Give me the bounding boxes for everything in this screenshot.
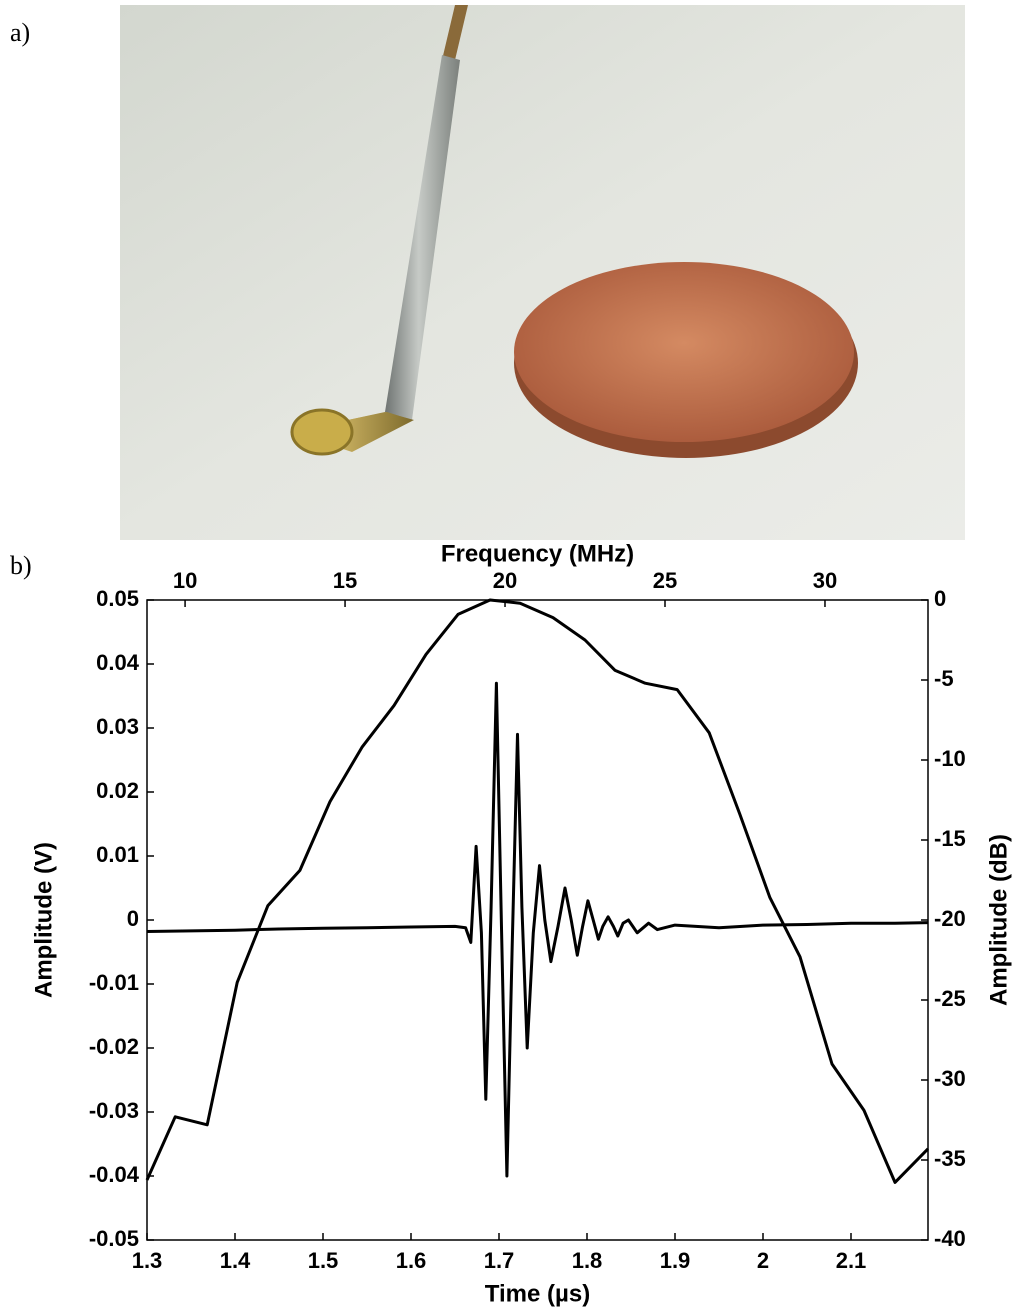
y-tick-label: 0.05	[96, 586, 139, 611]
x-tick-label: 1.8	[572, 1248, 603, 1273]
probe-tip	[290, 408, 354, 456]
y-tick-label: -30	[934, 1066, 966, 1091]
x-tick-label: 30	[813, 568, 837, 593]
y-tick-label: -5	[934, 666, 954, 691]
y-tick-label: 0.02	[96, 778, 139, 803]
y-tick-label: -0.05	[89, 1226, 139, 1251]
y-tick-label: 0.01	[96, 842, 139, 867]
y-axis-title: Amplitude (V)	[30, 842, 57, 998]
x-tick-label: 25	[653, 568, 677, 593]
y-tick-label: -10	[934, 746, 966, 771]
photo	[120, 5, 965, 540]
x-tick-label: 1.3	[132, 1248, 163, 1273]
y-tick-label: 0.03	[96, 714, 139, 739]
y-tick-label: -25	[934, 986, 966, 1011]
y-tick-label: -15	[934, 826, 966, 851]
photo-background	[120, 5, 965, 540]
panel-label: a)	[10, 18, 30, 47]
x-axis-title: Frequency (MHz)	[441, 540, 634, 567]
x-tick-label: 15	[333, 568, 357, 593]
x-tick-label: 1.9	[660, 1248, 691, 1273]
y-tick-label: 0	[934, 586, 946, 611]
y-tick-label: 0	[127, 906, 139, 931]
x-axis-title: Time (µs)	[485, 1280, 590, 1307]
y-tick-label: -0.04	[89, 1162, 140, 1187]
x-tick-label: 1.7	[484, 1248, 515, 1273]
y-tick-label: -40	[934, 1226, 966, 1251]
x-tick-label: 1.6	[396, 1248, 427, 1273]
coin-face	[514, 262, 854, 442]
data-line	[146, 681, 929, 1178]
y-tick-label: -0.03	[89, 1098, 139, 1123]
x-tick-label: 10	[173, 568, 197, 593]
x-tick-label: 1.5	[308, 1248, 339, 1273]
x-tick-label: 1.4	[220, 1248, 251, 1273]
y-tick-label: -0.01	[89, 970, 139, 995]
y-axis-title: Amplitude (dB)	[985, 834, 1012, 1006]
y-tick-label: -20	[934, 906, 966, 931]
probe-cable	[442, 5, 468, 60]
plot-frame	[146, 599, 929, 1241]
y-tick-label: 0.04	[96, 650, 140, 675]
x-tick-label: 20	[493, 568, 517, 593]
x-tick-label: 2.1	[836, 1248, 867, 1273]
y-tick-label: -35	[934, 1146, 966, 1171]
data-line	[145, 598, 930, 1184]
panel-label: b)	[10, 551, 32, 580]
y-tick-label: -0.02	[89, 1034, 139, 1059]
probe-steel	[385, 55, 460, 420]
x-tick-label: 2	[757, 1248, 769, 1273]
